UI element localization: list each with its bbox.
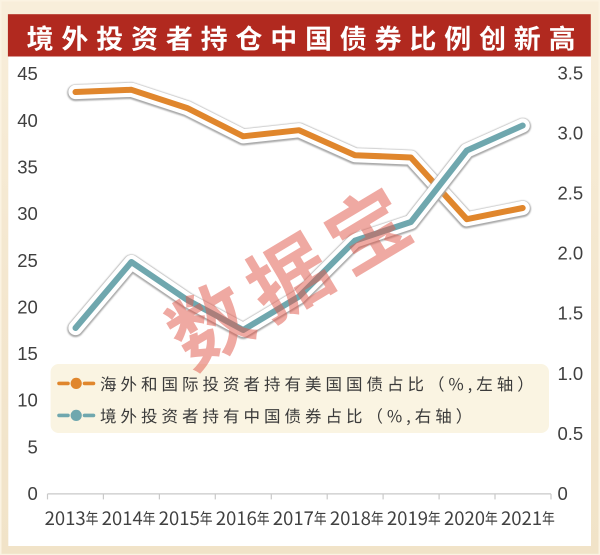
svg-text:15: 15 [17,343,38,364]
svg-text:45: 45 [17,63,38,84]
svg-text:5: 5 [28,436,38,457]
svg-text:40: 40 [17,110,38,131]
svg-text:30: 30 [17,203,38,224]
svg-text:25: 25 [17,250,38,271]
svg-text:10: 10 [17,390,38,411]
svg-text:35: 35 [17,157,38,178]
svg-text:0: 0 [28,483,38,504]
svg-text:20: 20 [17,296,38,317]
svg-text:2.0: 2.0 [558,243,584,264]
svg-text:1.5: 1.5 [558,303,584,324]
svg-text:3.5: 3.5 [558,62,584,83]
svg-text:0: 0 [558,483,568,504]
svg-text:3.0: 3.0 [558,123,584,144]
svg-text:1.0: 1.0 [558,363,584,384]
svg-text:2.5: 2.5 [558,183,584,204]
svg-text:0.5: 0.5 [558,423,584,444]
